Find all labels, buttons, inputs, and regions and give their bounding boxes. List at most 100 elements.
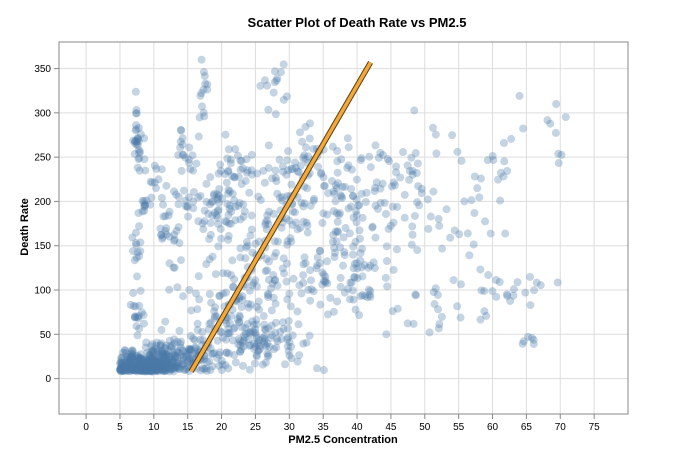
data-point bbox=[319, 209, 328, 218]
data-point bbox=[186, 165, 195, 174]
data-point bbox=[224, 235, 233, 244]
data-point bbox=[253, 339, 262, 348]
data-point bbox=[136, 358, 145, 367]
data-point bbox=[413, 159, 422, 168]
data-point bbox=[332, 209, 341, 218]
data-point bbox=[337, 155, 346, 164]
data-point bbox=[128, 363, 137, 372]
data-point bbox=[215, 291, 224, 300]
data-point bbox=[148, 364, 157, 373]
data-point bbox=[139, 319, 148, 328]
data-point bbox=[381, 210, 390, 219]
data-point bbox=[169, 263, 178, 272]
data-point bbox=[210, 208, 219, 217]
data-point bbox=[229, 282, 238, 291]
data-point bbox=[141, 355, 150, 364]
data-point bbox=[134, 366, 143, 375]
data-point bbox=[263, 216, 272, 225]
data-point bbox=[530, 286, 539, 295]
data-point bbox=[159, 357, 168, 366]
data-point bbox=[139, 363, 148, 372]
data-point bbox=[143, 364, 152, 373]
data-point bbox=[148, 367, 157, 376]
data-point bbox=[408, 230, 417, 239]
data-point bbox=[185, 355, 194, 364]
data-point bbox=[197, 55, 206, 64]
data-point bbox=[392, 168, 401, 177]
data-point bbox=[143, 357, 152, 366]
data-point bbox=[132, 355, 141, 364]
data-point bbox=[344, 161, 353, 170]
data-point bbox=[331, 181, 340, 190]
data-point bbox=[228, 189, 237, 198]
data-point bbox=[261, 326, 270, 335]
data-point bbox=[217, 366, 226, 375]
data-point bbox=[244, 328, 253, 337]
data-point bbox=[277, 223, 286, 232]
data-point bbox=[156, 224, 165, 233]
data-point bbox=[264, 324, 273, 333]
data-point bbox=[383, 155, 392, 164]
data-point bbox=[251, 239, 260, 248]
data-point bbox=[336, 282, 345, 291]
data-point bbox=[132, 352, 141, 361]
data-point bbox=[283, 295, 292, 304]
data-point bbox=[148, 354, 157, 363]
data-point bbox=[128, 366, 137, 375]
data-point bbox=[264, 105, 273, 114]
data-point bbox=[149, 358, 158, 367]
data-point bbox=[237, 303, 246, 312]
data-point bbox=[185, 285, 194, 294]
data-point bbox=[132, 121, 141, 130]
data-point bbox=[144, 357, 153, 366]
y-tick-label: 50 bbox=[40, 330, 52, 341]
data-point bbox=[279, 324, 288, 333]
data-point bbox=[132, 357, 141, 366]
data-point bbox=[261, 218, 270, 227]
data-point bbox=[214, 219, 223, 228]
data-point bbox=[173, 361, 182, 370]
data-point bbox=[153, 363, 162, 372]
data-point bbox=[238, 361, 247, 370]
data-point bbox=[189, 197, 198, 206]
data-point bbox=[204, 209, 213, 218]
data-point bbox=[270, 276, 279, 285]
y-tick-label: 350 bbox=[34, 64, 51, 75]
data-point bbox=[405, 166, 414, 175]
data-point bbox=[186, 354, 195, 363]
data-point bbox=[176, 351, 185, 360]
data-point bbox=[352, 211, 361, 220]
data-point bbox=[210, 307, 219, 316]
data-point bbox=[215, 198, 224, 207]
data-point bbox=[247, 170, 256, 179]
data-point bbox=[131, 136, 140, 145]
data-point bbox=[161, 227, 170, 236]
data-point bbox=[366, 292, 375, 301]
data-point bbox=[288, 331, 297, 340]
data-point bbox=[153, 365, 162, 374]
data-point bbox=[293, 225, 302, 234]
data-point bbox=[268, 279, 277, 288]
data-point bbox=[174, 364, 183, 373]
data-point bbox=[316, 247, 325, 256]
data-point bbox=[284, 147, 293, 156]
data-point bbox=[122, 359, 131, 368]
data-point bbox=[174, 358, 183, 367]
data-point bbox=[128, 233, 137, 242]
data-point bbox=[262, 254, 271, 263]
data-point bbox=[178, 346, 187, 355]
data-point bbox=[118, 366, 127, 375]
x-tick-label: 15 bbox=[182, 422, 194, 433]
data-point bbox=[202, 260, 211, 269]
data-point bbox=[213, 195, 222, 204]
data-point bbox=[301, 259, 310, 268]
data-point bbox=[382, 242, 391, 251]
data-point bbox=[205, 357, 214, 366]
data-point bbox=[179, 150, 188, 159]
data-point bbox=[254, 192, 263, 201]
data-point bbox=[429, 187, 438, 196]
data-point bbox=[202, 358, 211, 367]
data-point bbox=[434, 305, 443, 314]
data-point bbox=[403, 319, 412, 328]
data-point bbox=[139, 311, 148, 320]
